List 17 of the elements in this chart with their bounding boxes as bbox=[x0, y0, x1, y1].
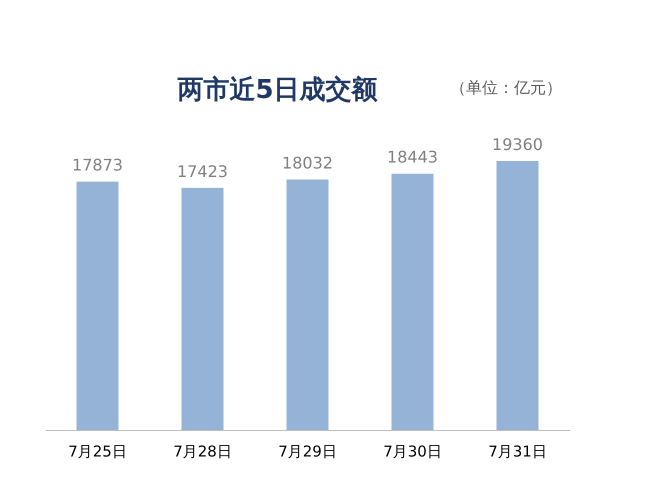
x-tick-label: 7月28日 bbox=[173, 442, 232, 460]
data-label: 18443 bbox=[387, 148, 438, 167]
data-label: 19360 bbox=[492, 135, 543, 154]
data-label: 18032 bbox=[282, 153, 333, 172]
data-label: 17423 bbox=[177, 162, 228, 181]
bar bbox=[76, 182, 118, 430]
bar bbox=[286, 179, 328, 430]
text: （单位：亿元） bbox=[450, 78, 562, 97]
x-tick-label: 7月31日 bbox=[488, 442, 547, 460]
chart-title: 两市近5日成交额 bbox=[176, 75, 379, 105]
bar bbox=[496, 161, 538, 430]
x-tick-label: 7月30日 bbox=[383, 442, 442, 460]
x-tick-label: 7月25日 bbox=[68, 442, 127, 460]
bar bbox=[182, 188, 224, 430]
data-label: 17873 bbox=[72, 156, 123, 175]
x-tick-label: 7月29日 bbox=[278, 442, 337, 460]
bar bbox=[392, 174, 434, 430]
